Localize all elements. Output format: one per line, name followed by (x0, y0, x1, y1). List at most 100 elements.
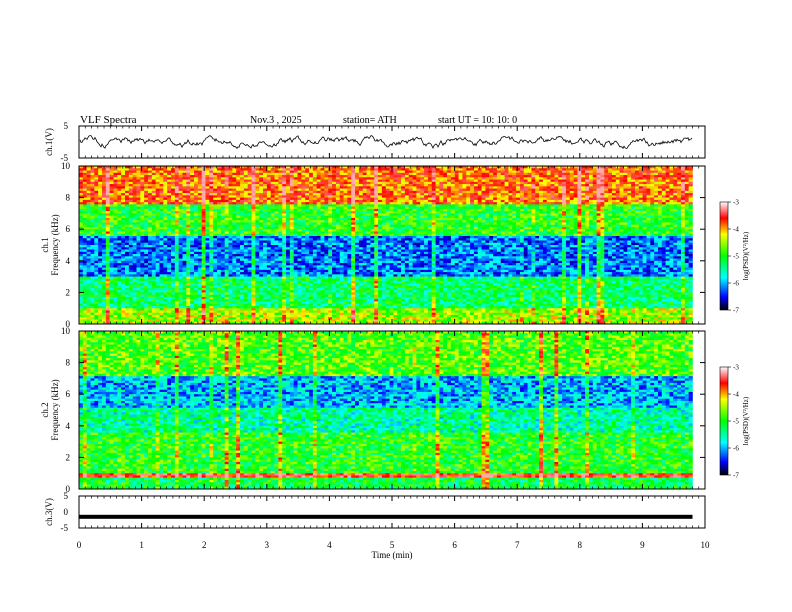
spectrogram-cell (324, 242, 329, 246)
spectrogram-cell (159, 213, 164, 216)
spectrogram-cell (201, 260, 206, 264)
spectrogram-cell (174, 263, 179, 266)
spectrogram-cell (213, 177, 218, 180)
spectrogram-cell (186, 217, 191, 221)
spectrogram-cell (324, 287, 329, 291)
spectrogram-cell (347, 274, 352, 277)
spectrogram-cell (86, 281, 91, 284)
spectrogram-cell (186, 245, 191, 248)
spectrogram-cell (289, 179, 295, 183)
ch1-waveform-panel: 5 -5 ch.1(V) (44, 121, 706, 163)
spectrogram-cell (94, 254, 99, 257)
spectrogram-cell (240, 235, 245, 239)
spectrogram-cell (312, 296, 318, 300)
spectrogram-cell (109, 233, 114, 237)
spectrogram-cell (209, 240, 214, 244)
spectrogram-cell (140, 314, 145, 318)
spectrogram-cell (251, 308, 256, 311)
spectrogram-cell (148, 220, 153, 223)
spectrogram-cell (159, 310, 164, 314)
spectrogram-cell (163, 287, 168, 291)
spectrogram-cell (178, 222, 183, 225)
spectrogram-cell (194, 190, 199, 194)
spectrogram-cell (263, 247, 268, 250)
spectrogram-cell (132, 208, 137, 212)
spectrogram-cell (247, 215, 252, 219)
spectrogram-cell (128, 303, 133, 307)
spectrogram-cell (347, 310, 352, 314)
spectrogram-cell (243, 303, 248, 307)
spectrogram-cell (194, 260, 199, 264)
spectrogram-cell (312, 215, 318, 219)
spectrogram-cell (201, 181, 206, 185)
spectrogram-cell (109, 240, 114, 244)
spectrogram-cell (82, 231, 87, 235)
spectrogram-cell (236, 166, 241, 169)
spectrogram-cell (278, 224, 283, 228)
spectrogram-cell (163, 238, 168, 241)
spectrogram-cell (270, 312, 275, 316)
spectrogram-cell (293, 208, 298, 212)
spectrogram-cell (125, 226, 130, 230)
spectrogram-cell (339, 235, 344, 239)
spectrogram-cell (232, 235, 237, 239)
spectrogram-cell (194, 269, 199, 273)
spectrogram-cell (205, 217, 210, 221)
spectrogram-cell (194, 276, 199, 280)
spectrogram-cell (217, 299, 222, 302)
spectrogram-cell (332, 251, 337, 255)
spectrogram-cell (90, 242, 95, 246)
spectrogram-cell (270, 265, 275, 268)
spectrogram-cell (305, 319, 310, 323)
spectrogram-cell (144, 287, 149, 291)
spectrogram-cell (263, 204, 268, 207)
spectrogram-cell (236, 278, 241, 282)
spectrogram-cell (86, 220, 91, 223)
spectrogram-cell (270, 245, 275, 248)
spectrogram-cell (213, 179, 218, 183)
spectrogram-cell (90, 269, 95, 273)
spectrogram-cell (174, 197, 179, 201)
spectrogram-cell (324, 208, 329, 212)
spectrogram-cell (209, 197, 214, 201)
spectrogram-cell (98, 276, 103, 280)
spectrogram-cell (209, 308, 214, 311)
spectrogram-cell (289, 172, 295, 176)
spectrogram-cell (255, 199, 260, 203)
spectrogram-cell (224, 166, 229, 169)
spectrogram-cell (243, 172, 248, 176)
spectrogram-cell (205, 188, 210, 192)
spectrogram-cell (236, 208, 241, 212)
spectrogram-cell (293, 294, 298, 298)
spectrogram-cell (266, 213, 272, 216)
spectrogram-cell (121, 238, 126, 241)
spectrogram-cell (240, 222, 245, 225)
spectrogram-cell (270, 231, 275, 235)
spectrogram-cell (128, 186, 133, 189)
spectrogram-cell (121, 281, 126, 284)
spectrogram-cell (251, 188, 256, 192)
spectrogram-cell (171, 193, 176, 196)
spectrogram-cell (151, 263, 156, 266)
spectrogram-cell (194, 319, 199, 323)
spectrogram-cell (228, 224, 233, 228)
spectrogram-cell (163, 290, 168, 293)
spectrogram-cell (159, 170, 164, 174)
spectrogram-cell (140, 211, 145, 214)
spectrogram-cell (282, 240, 287, 244)
spectrogram-cell (178, 186, 183, 189)
spectrogram-cell (320, 287, 325, 291)
spectrogram-cell (293, 245, 298, 248)
spectrogram-cell (132, 292, 137, 295)
spectrogram-cell (125, 317, 130, 320)
spectrogram-cell (316, 299, 321, 302)
spectrogram-cell (155, 233, 160, 237)
spectrogram-cell (270, 217, 275, 221)
spectrogram-cell (217, 172, 222, 176)
spectrogram-cell (335, 193, 341, 196)
spectrogram-cell (247, 226, 252, 230)
spectrogram-cell (289, 274, 295, 277)
spectrogram-cell (155, 290, 160, 293)
spectrogram-cell (278, 301, 283, 304)
spectrogram-cell (309, 299, 314, 302)
